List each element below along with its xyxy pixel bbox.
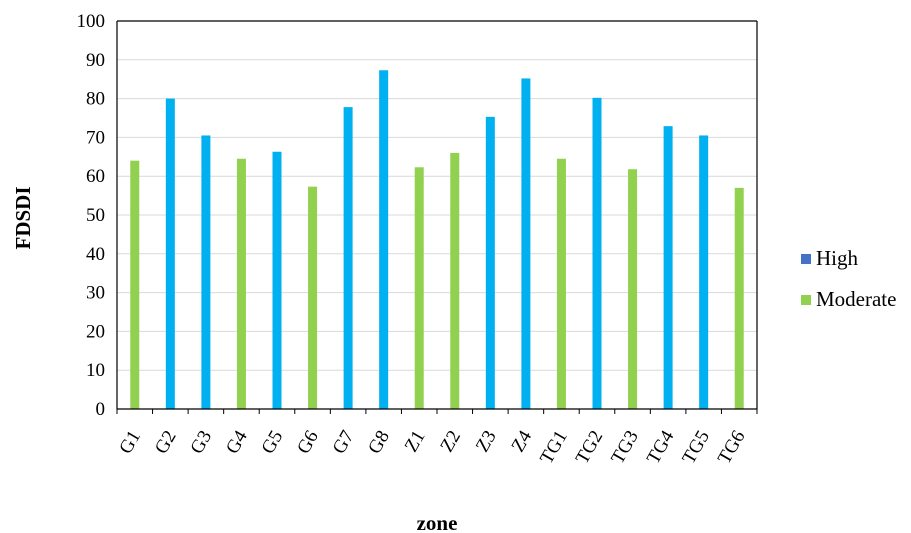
bar-z4 [521,78,531,409]
legend: High Moderate [801,246,896,311]
bar-g2 [165,98,175,409]
legend-swatch-high [801,254,811,264]
x-tick-label: G7 [329,427,359,458]
x-tick-label: TG2 [572,427,608,468]
x-tick-label: Z2 [436,427,465,456]
x-tick-label: G5 [258,427,288,458]
y-tick-label: 70 [86,127,105,148]
x-tick-label: TG6 [714,427,750,468]
bar-tg5 [699,135,709,409]
y-tick-labels: 0 10 20 30 40 50 60 70 80 90 100 [77,11,106,420]
bar-z3 [485,116,495,409]
y-tick-label: 50 [86,205,105,226]
bar-g6 [308,186,318,409]
y-tick-label: 80 [86,89,105,110]
x-tick-label: TG1 [536,427,572,468]
y-tick-label: 0 [96,399,106,420]
x-tick-label: G8 [364,427,394,458]
bar-g4 [236,158,246,409]
axes [116,20,758,414]
bars [130,70,744,410]
legend-label-high: High [816,246,859,270]
legend-label-moderate: Moderate [816,287,896,311]
bar-tg1 [556,158,566,409]
bar-g8 [379,70,389,409]
y-tick-label: 40 [86,244,105,265]
y-tick-label: 100 [77,11,106,32]
y-axis-title: FDSDI [11,186,35,249]
x-axis-title: zone [417,511,458,533]
x-tick-label: Z3 [472,427,501,456]
x-tick-label: G3 [186,427,216,458]
x-tick-label: G6 [293,427,323,458]
x-tick-label: Z4 [507,427,536,456]
x-tick-labels: G1 G2 G3 G4 G5 G6 G7 G8 Z1 Z2 Z3 Z4 TG1 TG2 TG3 TG4 TG5 T… [115,427,749,468]
gridlines [117,20,757,371]
y-tick-label: 10 [86,360,105,381]
y-tick-label: 60 [86,166,105,187]
x-tick-label: Z1 [401,427,430,456]
bar-tg4 [663,126,673,409]
bar-g3 [201,135,211,409]
bar-tg2 [592,97,602,409]
bar-z2 [450,152,460,410]
x-tick-label: TG5 [678,427,714,468]
x-tick-label: G2 [151,427,181,458]
bar-g5 [272,151,282,410]
bar-tg3 [628,169,638,409]
bar-g1 [130,160,140,409]
y-tick-label: 90 [86,50,105,71]
bar-tg6 [734,187,744,409]
y-tick-label: 30 [86,283,105,304]
x-tick-label: G1 [115,427,145,458]
bar-g7 [343,107,353,410]
legend-swatch-moderate [801,295,811,305]
y-tick-label: 20 [86,321,105,342]
bar-z1 [414,167,424,409]
x-tick-label: G4 [222,427,252,458]
x-tick-label: TG4 [643,427,679,468]
x-tick-label: TG3 [607,427,643,468]
